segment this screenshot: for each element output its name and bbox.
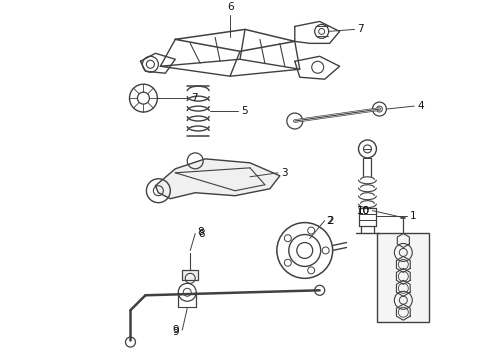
Text: 2: 2 (328, 216, 334, 226)
Text: 9: 9 (172, 325, 179, 335)
Text: 8: 8 (198, 229, 205, 239)
Text: 4: 4 (417, 101, 424, 111)
Bar (377, 233, 429, 322)
Text: 3: 3 (281, 168, 288, 178)
Text: 6: 6 (227, 3, 233, 13)
Text: 2: 2 (327, 216, 333, 226)
Text: 10: 10 (356, 206, 369, 216)
Polygon shape (155, 159, 280, 199)
Text: 5: 5 (241, 106, 247, 116)
Text: 10: 10 (356, 206, 369, 216)
Text: 7: 7 (358, 24, 364, 35)
Bar (182, 270, 198, 280)
Text: 7: 7 (191, 93, 198, 103)
Text: 9: 9 (172, 327, 179, 337)
Text: 1: 1 (410, 211, 417, 221)
Text: 8: 8 (197, 226, 204, 237)
